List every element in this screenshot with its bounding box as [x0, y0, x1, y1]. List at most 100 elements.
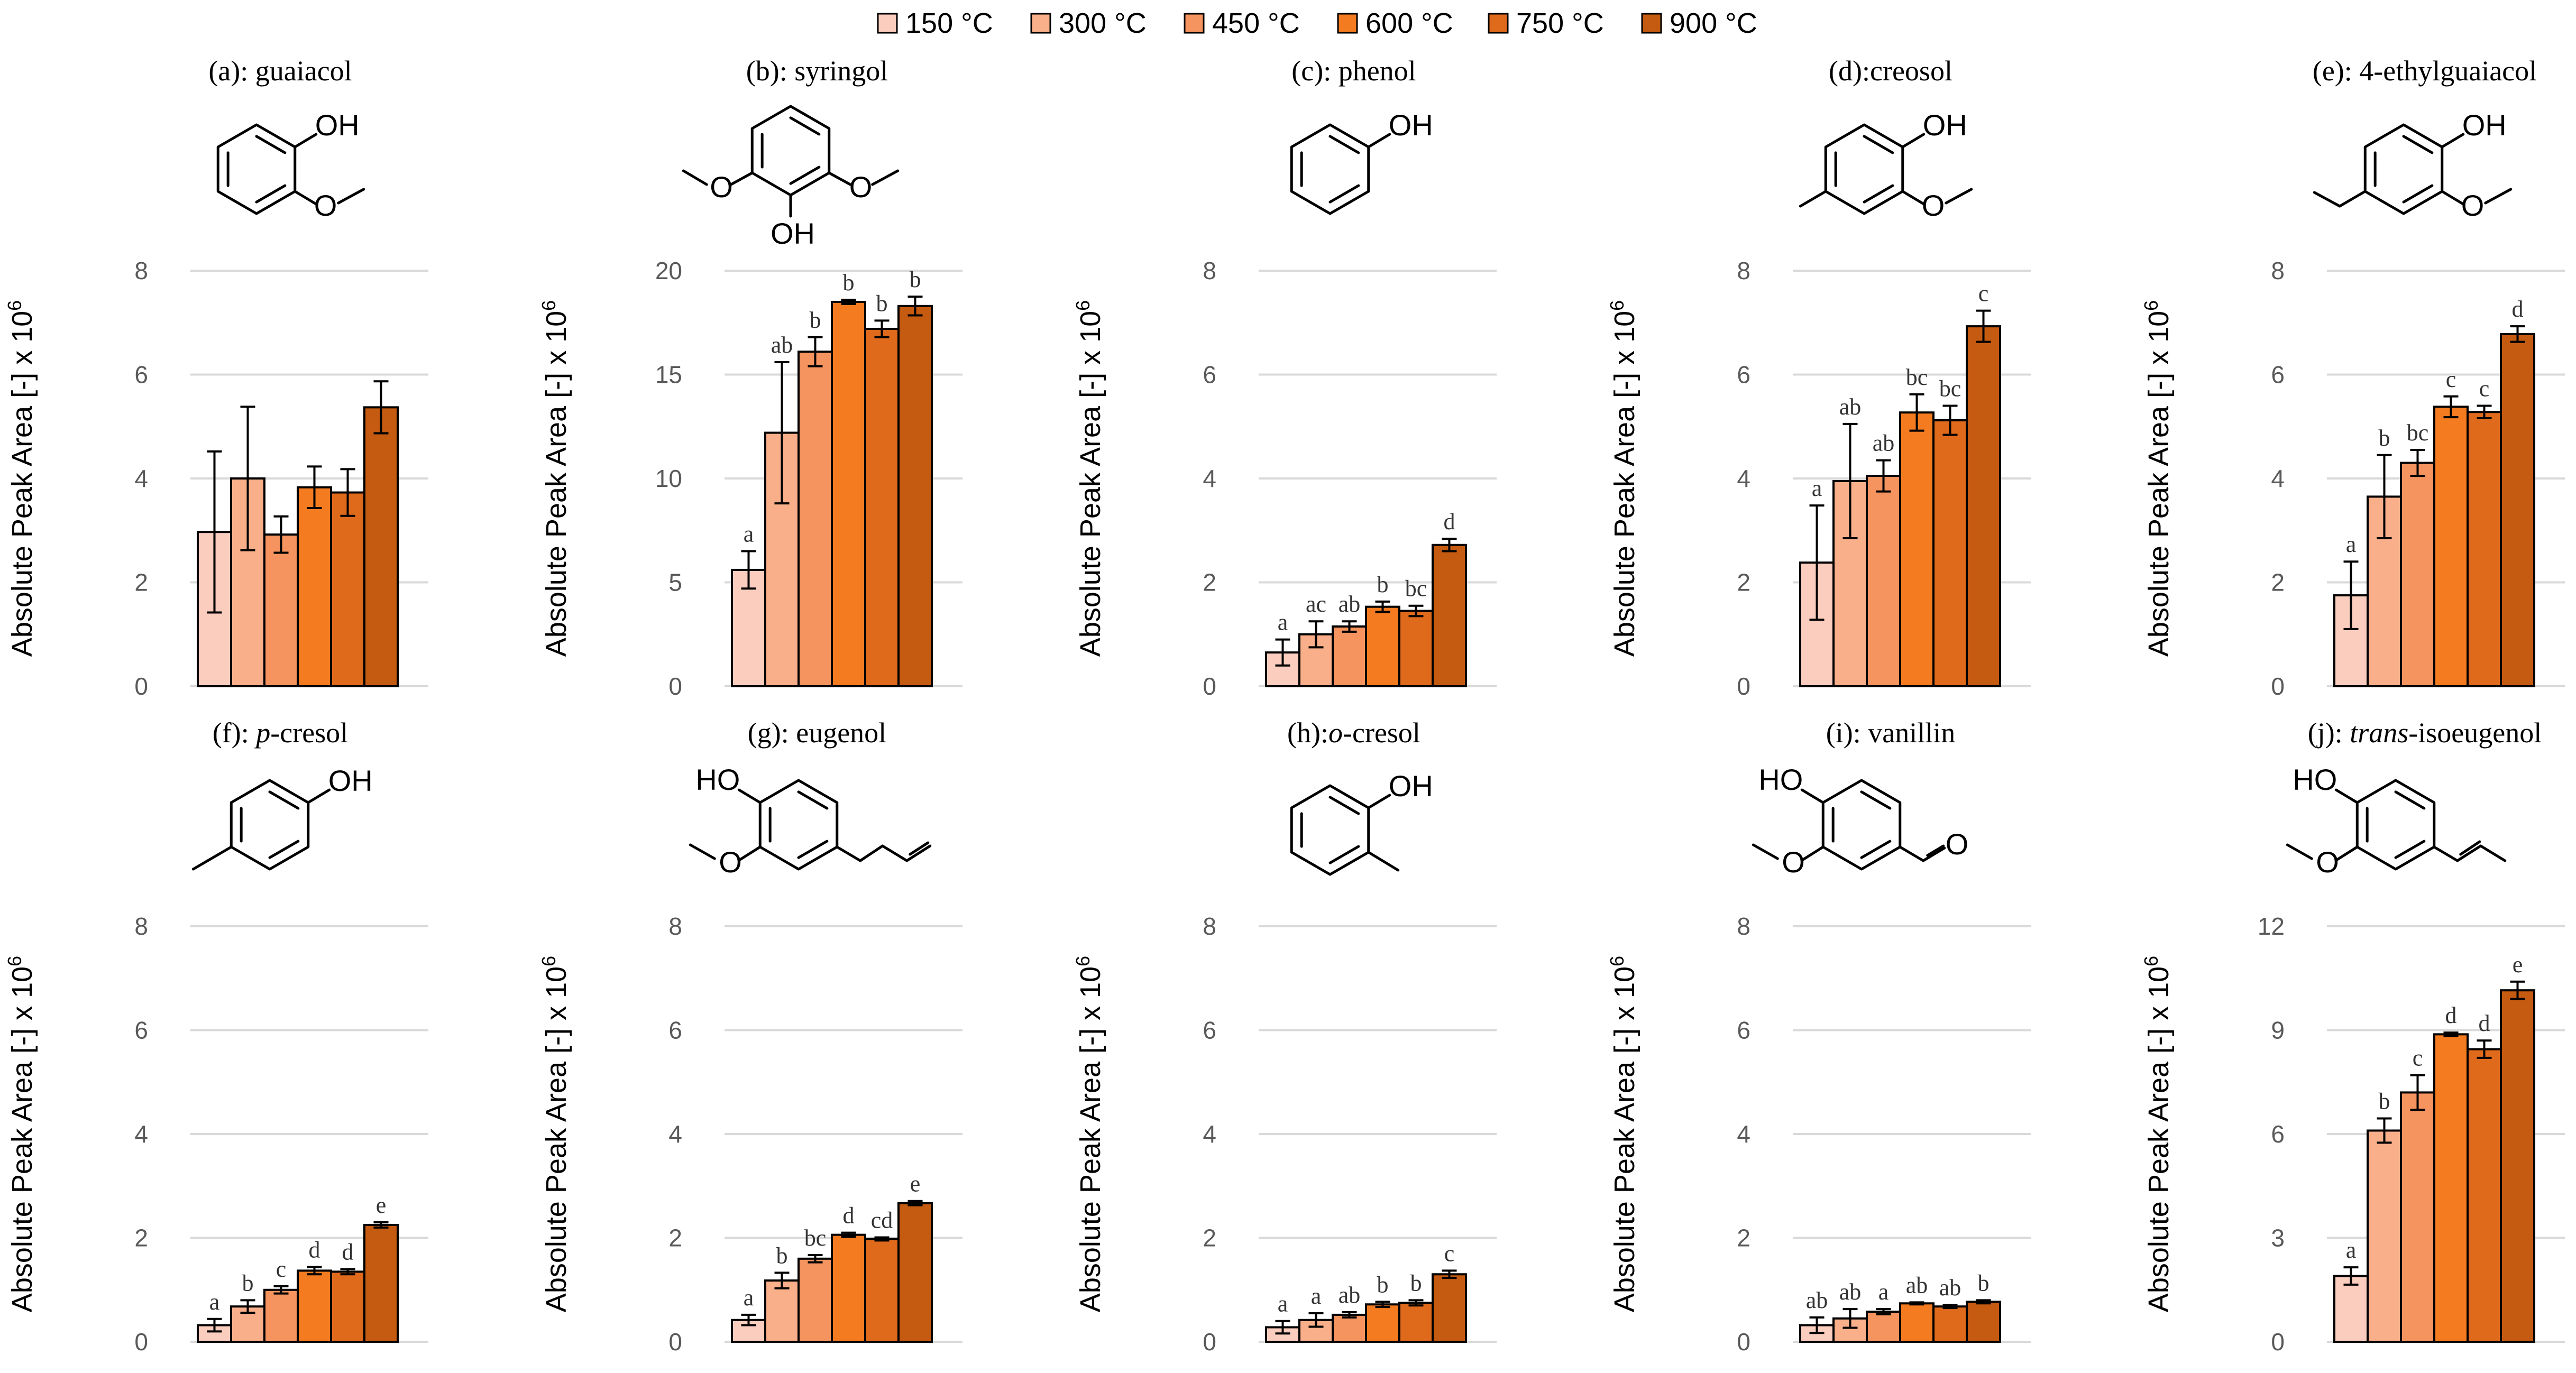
atom-label: O [2461, 189, 2485, 222]
y-tick-label: 0 [1203, 672, 1216, 700]
bar [330, 491, 365, 688]
bond [2286, 843, 2313, 860]
atom-label: O [719, 845, 742, 879]
bond [1901, 190, 1926, 206]
bar [797, 351, 833, 687]
significance-label: d [2512, 296, 2524, 322]
y-tick-label: 0 [134, 672, 148, 700]
y-axis-label-text: Absolute Peak Area [-] x 10 [2143, 966, 2175, 1312]
chart-title-prefix: (e): [2313, 55, 2359, 87]
molecule-structure: OH [191, 764, 373, 871]
double-bond [1328, 796, 1360, 815]
chart-title: (a): guaiacol [208, 55, 352, 87]
legend-item: 900 °C [1641, 7, 1757, 39]
significance-label: ab [1873, 430, 1895, 456]
significance-label: b [776, 1242, 788, 1268]
bar [2400, 462, 2435, 688]
chart-title-prefix: (c): [1291, 55, 1338, 87]
atom-label: O [849, 170, 873, 204]
y-tick-label: 5 [668, 569, 682, 596]
double-bond [2402, 135, 2434, 154]
y-tick-label: 6 [668, 1017, 682, 1044]
bar [263, 533, 299, 687]
benzene-ring [758, 779, 839, 871]
molecule-structure: OH O [1799, 108, 1973, 222]
significance-label: c [1444, 1240, 1455, 1266]
legend-item: 750 °C [1488, 7, 1604, 39]
y-axis-label: Absolute Peak Area [-] x 106 [2140, 956, 2175, 1312]
significance-label: b [1978, 1270, 1990, 1296]
y-axis-label: Absolute Peak Area [-] x 106 [2140, 300, 2175, 657]
significance-label: ab [1339, 1282, 1361, 1308]
y-tick-label: 6 [134, 1017, 148, 1044]
y-tick-label: 10 [655, 465, 682, 492]
double-bond [1328, 845, 1360, 864]
legend-label: 300 °C [1059, 7, 1147, 39]
y-axis-label-text: Absolute Peak Area [-] x 10 [540, 311, 572, 657]
chart-title-prefix: (f): [213, 717, 256, 749]
legend-label: 750 °C [1516, 7, 1604, 39]
significance-label: c [2413, 1045, 2423, 1071]
bond [2459, 840, 2481, 856]
y-axis-label-exponent: 6 [538, 956, 560, 966]
chart-title-suffix: creosol [1870, 55, 1952, 87]
legend-item: 600 °C [1337, 7, 1453, 39]
y-tick-label: 8 [668, 913, 682, 940]
significance-label: ac [1306, 591, 1326, 617]
bar [764, 1279, 800, 1343]
bar [2367, 1129, 2402, 1343]
double-bond [797, 840, 829, 859]
bar [263, 1288, 299, 1343]
bar [1966, 1301, 2001, 1343]
significance-label: a [2346, 531, 2357, 557]
y-axis-label-exponent: 6 [4, 956, 25, 966]
legend-label: 900 °C [1670, 7, 1757, 39]
bar [864, 1238, 900, 1343]
y-tick-label: 6 [2271, 361, 2285, 389]
significance-label: ab [771, 332, 793, 358]
y-tick-label: 0 [668, 1328, 682, 1356]
chart-title: (h):o-cresol [1287, 717, 1420, 749]
chart-title-suffix: 4-ethylguaiacol [2359, 55, 2537, 87]
benzene-ring [216, 123, 297, 215]
y-tick-label: 0 [1203, 1328, 1216, 1356]
significance-label: c [276, 1256, 287, 1282]
bar [1866, 475, 1901, 688]
bar [1899, 1302, 1935, 1343]
y-tick-label: 0 [1737, 672, 1750, 700]
bond [2456, 844, 2482, 862]
chart-title-prefix: (d): [1829, 55, 1870, 87]
y-axis-label-exponent: 6 [1072, 300, 1094, 311]
bond [737, 788, 762, 804]
double-bond [789, 165, 821, 185]
significance-label: b [1377, 572, 1389, 597]
double-bond [1860, 790, 1892, 810]
bond [2484, 188, 2513, 205]
significance-label: b [876, 290, 888, 316]
bond [729, 171, 754, 186]
double-bond [2394, 790, 2426, 810]
bar [831, 300, 866, 687]
bond [828, 171, 852, 186]
chart-panel: (d):creosol OH O Absolute Peak Area [-] x 1… [1606, 55, 2031, 700]
y-axis-label-text: Absolute Peak Area [-] x 10 [1609, 311, 1640, 657]
chart-title-prefix: (g): [748, 717, 796, 749]
y-tick-label: 8 [1737, 913, 1750, 940]
y-tick-label: 6 [2271, 1120, 2285, 1148]
significance-label: c [1978, 281, 1989, 307]
y-tick-label: 0 [134, 1328, 148, 1356]
bond [2479, 844, 2507, 862]
chart-title: (e): 4-ethylguaiacol [2313, 55, 2537, 87]
y-tick-label: 2 [1203, 1224, 1216, 1252]
atom-label: OH [1389, 769, 1433, 803]
y-tick-label: 6 [1737, 361, 1750, 389]
bar [1398, 610, 1434, 687]
atom-label: O [710, 170, 733, 204]
y-tick-label: 20 [655, 257, 682, 284]
bond [1945, 188, 1973, 205]
bond [689, 843, 716, 860]
chart-title-prefix: (h): [1287, 717, 1328, 749]
chart-panel: (b): syringol OH O O Absolute Peak Area [-] … [538, 55, 962, 700]
y-tick-label: 2 [134, 569, 148, 596]
y-tick-label: 12 [2258, 913, 2285, 940]
